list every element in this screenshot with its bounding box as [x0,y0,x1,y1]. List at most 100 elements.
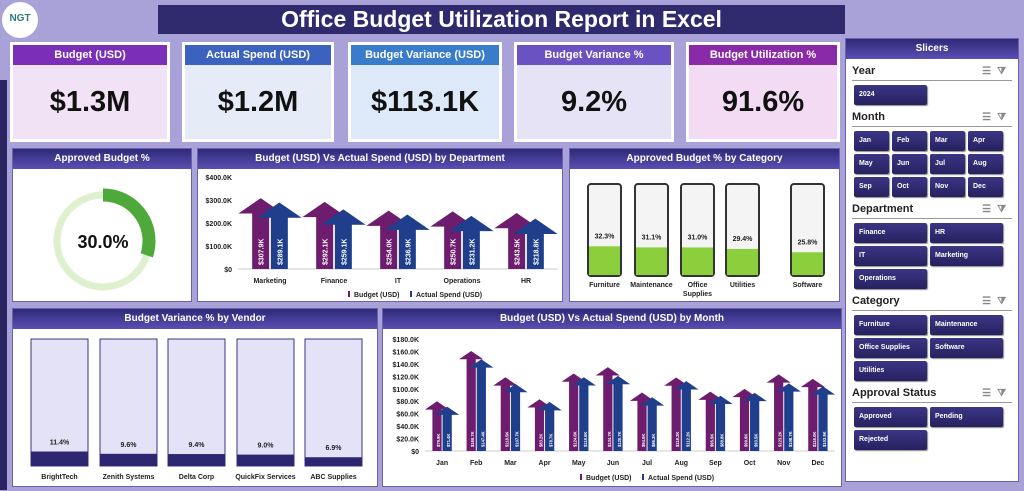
data-label: $116.0K [812,432,817,447]
slicer-button[interactable]: Rejected [854,430,927,450]
slicer-buttons: Finance HR IT Marketing Operations [854,223,1012,289]
kpi-label: Budget Variance (USD) [351,45,499,65]
budget-arrow-bar [664,377,689,451]
clear-filter-icon[interactable]: ⧩ [997,111,1012,123]
dept-bar-chart: $0 $100.0K $200.0K $300.0K $400.0K $307.9K $28… [206,175,558,299]
kpi-card: Budget Variance (USD) $113.1K [348,42,502,142]
kpi-value: 91.6% [689,65,837,139]
x-tick-label: Jul [642,460,652,467]
vendor-bar-bg [30,338,89,467]
kpi-value: 9.2% [517,65,671,139]
data-label: $71.4K [446,434,451,447]
data-label: 32.3% [595,233,616,240]
kpi-card: Actual Spend (USD) $1.2M [182,42,334,142]
slicer-button[interactable]: Feb [892,131,927,151]
y-tick-label: $0 [224,267,232,274]
budget-arrow-bar [800,378,825,451]
slicer-buttons: Approved Pending Rejected [854,407,1012,450]
slicer-button[interactable]: Operations [854,269,927,289]
data-label: $218.8K [533,239,540,265]
data-label: $243.5K [515,239,522,265]
multi-select-icon[interactable]: ☰ [982,387,998,399]
data-label: $95.5K [709,434,714,447]
x-tick-label: Maintenance [630,282,673,289]
clear-filter-icon[interactable]: ⧩ [997,387,1012,399]
vendor-bar-bg [304,338,363,467]
slicer-button[interactable]: Oct [892,177,927,197]
actual-arrow-bar [503,383,528,451]
slicer-button[interactable]: IT [854,246,927,266]
x-tick-label: Finance [321,278,348,285]
page-title: Office Budget Utilization Report in Exce… [158,5,845,34]
slicer-button[interactable]: Finance [854,223,927,243]
slicer-button[interactable]: Office Supplies [854,338,927,358]
y-tick-label: $120.0K [393,374,419,381]
data-label: $88.8K [719,434,724,447]
budget-arrow-bar [302,201,347,269]
slicer-button[interactable]: Jun [892,154,927,174]
budget-arrow-bar [527,399,552,451]
x-tick-label: Jan [436,460,448,467]
slicer-button[interactable]: Jul [930,154,965,174]
fill-level [682,247,713,275]
actual-arrow-bar [449,215,494,269]
slicer-button[interactable]: Pending [930,407,1003,427]
kpi-value: $1.2M [185,65,331,139]
slicer-month: Month ☰⧩ [852,111,1012,127]
slicer-button[interactable]: Sep [854,177,889,197]
slicer-button[interactable]: Mar [930,131,965,151]
data-label: $160.7K [470,431,475,447]
fill-level [589,246,620,275]
multi-select-icon[interactable]: ☰ [982,295,998,307]
x-tick-label: Apr [539,460,551,467]
budget-arrow-bar [766,374,791,451]
slicer-button[interactable]: Apr [968,131,1003,151]
slicer-button[interactable]: Marketing [930,246,1003,266]
slicer-button[interactable]: 2024 [854,85,927,105]
clear-filter-icon[interactable]: ⧩ [997,295,1012,307]
data-label: $147.4K [480,431,485,447]
x-tick-label: BrightTech [41,474,77,481]
actual-arrow-bar [640,397,665,451]
x-tick-label: Furniture [589,282,620,289]
slicer-button[interactable]: Maintenance [930,315,1003,335]
data-label: $107.7K [514,431,519,447]
panel-title: Budget (USD) Vs Actual Spend (USD) by Mo… [383,309,841,329]
vendor-bar-fill [305,457,362,466]
x-tick-label: Sep [709,460,722,467]
slicer-button[interactable]: Dec [968,177,1003,197]
x-tick-label: HR [521,278,531,285]
data-label: $99.9K [744,434,749,447]
multi-select-icon[interactable]: ☰ [982,111,998,123]
slicer-button[interactable]: Furniture [854,315,927,335]
x-tick-label: ABC Supplies [310,474,356,481]
budget-arrow-bar [698,391,723,451]
budget-arrow-bar [732,388,757,451]
slicer-button[interactable]: May [854,154,889,174]
slicer-button[interactable]: HR [930,223,1003,243]
actual-arrow-bar [571,377,596,451]
y-tick-label: $300.0K [206,198,232,205]
kpi-label: Actual Spend (USD) [185,45,331,65]
slicer-button[interactable]: Jan [854,131,889,151]
x-tick-label: Aug [674,460,688,467]
data-label: $124.6K [573,431,578,447]
slicer-button[interactable]: Utilities [854,361,927,381]
slicer-button[interactable]: Approved [854,407,927,427]
legend-label: Budget (USD) [354,292,400,299]
x-tick-label: Jun [607,460,619,467]
slicer-button[interactable]: Aug [968,154,1003,174]
slicer-button[interactable]: Software [930,338,1003,358]
budget-arrow-bar [424,401,450,451]
slicer-button[interactable]: Nov [930,177,965,197]
budget-arrow-bar [238,198,283,269]
multi-select-icon[interactable]: ☰ [982,203,998,215]
kpi-label: Budget Variance % [517,45,671,65]
category-chart-panel: Approved Budget % by Category 32.3% Furni… [569,148,840,302]
x-tick-label: Utilities [730,282,755,289]
multi-select-icon[interactable]: ☰ [982,65,998,77]
clear-filter-icon[interactable]: ⧩ [997,65,1012,77]
clear-filter-icon[interactable]: ⧩ [997,203,1012,215]
legend-label: Actual Spend (USD) [416,292,482,299]
data-label: $83.2K [539,434,544,447]
